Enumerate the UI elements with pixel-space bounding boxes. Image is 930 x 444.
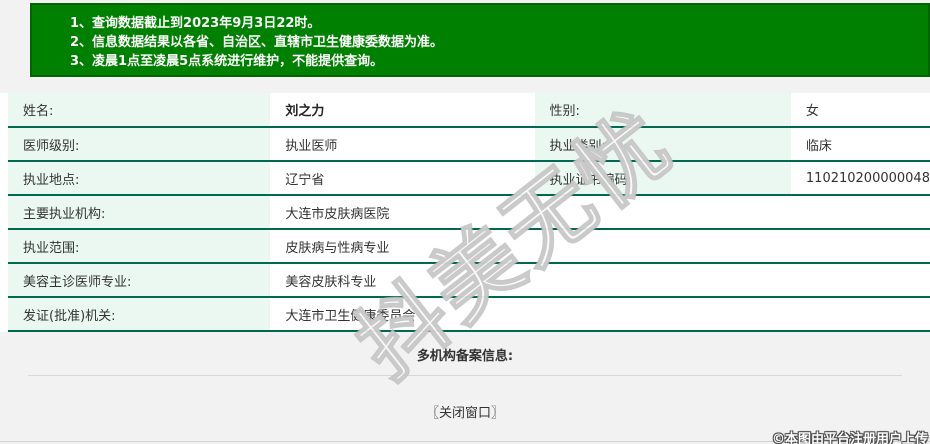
- value-practice-location: 辽宁省: [285, 172, 325, 188]
- table-row: 姓名: 刘之力 性别: 女: [0, 93, 930, 127]
- value-doctor-level: 执业医师: [285, 138, 338, 154]
- practitioner-table: 姓名: 刘之力 性别: 女 医师级别: 执业医师 执业类别: 临床 执业地点: …: [0, 93, 930, 332]
- close-link-row: 〖关闭窗口〗: [0, 402, 930, 421]
- label-practice-scope: 执业范围:: [0, 229, 271, 263]
- table-row: 主要执业机构: 大连市皮肤病医院: [0, 195, 930, 229]
- table-row: 执业范围: 皮肤病与性病专业: [0, 229, 930, 263]
- label-doctor-level: 医师级别:: [0, 127, 271, 161]
- table-row: 执业地点: 辽宁省 执业证书编码: 110210200000048: [0, 161, 930, 195]
- value-gender: 女: [805, 104, 819, 119]
- label-gender: 性别:: [534, 93, 791, 127]
- value-cosmetic-specialty: 美容皮肤科专业: [285, 274, 377, 290]
- table-row: 医师级别: 执业医师 执业类别: 临床: [0, 127, 930, 161]
- notice-box: 1、查询数据截止到2023年9月3日22时。 2、信息数据结果以各省、自治区、直…: [30, 3, 930, 77]
- upload-attribution: ©本图由平台注册用户上传: [771, 432, 928, 444]
- label-name: 姓名:: [0, 93, 271, 127]
- label-cosmetic-specialty: 美容主诊医师专业:: [0, 263, 271, 297]
- notice-list: 1、查询数据截止到2023年9月3日22时。 2、信息数据结果以各省、自治区、直…: [70, 14, 918, 71]
- value-practice-scope: 皮肤病与性病专业: [285, 240, 390, 256]
- label-main-institution: 主要执业机构:: [0, 195, 271, 229]
- notice-line: 3、凌晨1点至凌晨5点系统进行维护，不能提供查询。: [70, 54, 384, 69]
- label-practice-location: 执业地点:: [0, 161, 271, 195]
- table-row: 美容主诊医师专业: 美容皮肤科专业: [0, 263, 930, 297]
- notice-line: 1、查询数据截止到2023年9月3日22时。: [70, 16, 321, 31]
- value-issuing-authority: 大连市卫生健康委员会: [285, 308, 416, 324]
- close-window-link[interactable]: 〖关闭窗口〗: [425, 406, 504, 421]
- label-issuing-authority: 发证(批准)机关:: [0, 297, 271, 331]
- label-certificate-number: 执业证书编码:: [534, 161, 791, 195]
- value-practice-category: 临床: [805, 138, 832, 154]
- section-divider: [28, 375, 902, 376]
- table-row: 发证(批准)机关: 大连市卫生健康委员会: [0, 297, 930, 331]
- value-name: 刘之力: [285, 104, 325, 119]
- multi-org-title: 多机构备案信息:: [416, 349, 514, 364]
- bottom-divider: [0, 441, 930, 442]
- label-practice-category: 执业类别:: [534, 127, 791, 161]
- value-main-institution: 大连市皮肤病医院: [285, 206, 390, 222]
- notice-line: 2、信息数据结果以各省、自治区、直辖市卫生健康委数据为准。: [70, 35, 444, 50]
- value-certificate-number: 110210200000048: [805, 170, 930, 186]
